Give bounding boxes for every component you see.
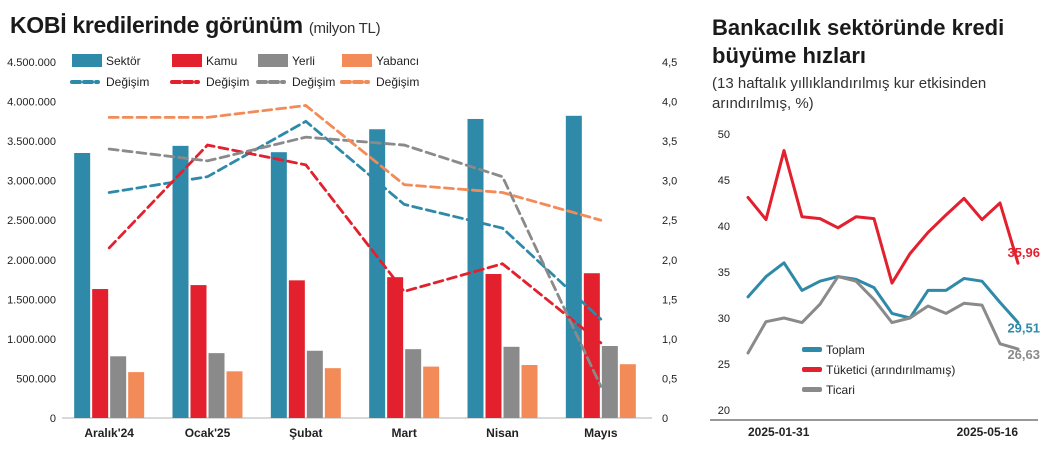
x-axis-date-label: 2025-01-31 (748, 425, 810, 439)
y-tick-label: 35 (718, 267, 730, 279)
x-axis-date-label: 2025-05-16 (957, 425, 1019, 439)
x-category-label: Şubat (289, 426, 322, 440)
y2-tick-label: 0,5 (662, 373, 677, 385)
y2-tick-label: 2,0 (662, 255, 677, 267)
bar-sektör (467, 118, 484, 419)
bar-kamu (288, 280, 305, 418)
bar-yerli (601, 346, 618, 418)
bar-kamu (92, 289, 109, 418)
change-line-2 (107, 135, 603, 388)
y2-tick-label: 3,5 (662, 136, 677, 148)
bar-sektör (565, 115, 582, 418)
credit-growth-chart-subtitle: (13 haftalık yıllıklandırılmış kur etkis… (712, 75, 987, 112)
growth-line-0 (746, 261, 1020, 325)
legend-swatch-kamu (172, 54, 202, 67)
credit-growth-chart-panel: Bankacılık sektöründe kredi büyüme hızla… (700, 0, 1043, 452)
x-category-label: Mayıs (584, 426, 618, 440)
change-line-3 (107, 104, 603, 222)
legend-swatch (802, 367, 822, 372)
legend-label: Değişim (106, 75, 149, 89)
y-tick-label: 0 (50, 413, 56, 425)
x-category-label: Mart (391, 426, 416, 440)
legend-label: Ticari (826, 383, 855, 397)
y-tick-label: 25 (718, 359, 730, 371)
change-line-0 (107, 119, 603, 321)
y2-tick-label: 4,5 (662, 57, 677, 69)
legend-label: Toplam (826, 343, 865, 357)
y2-tick-label: 1,0 (662, 334, 677, 346)
bar-yabancı (619, 364, 636, 418)
change-line-1 (107, 143, 603, 345)
kobi-chart-panel: KOBİ kredilerinde görünüm (milyon TL) 0 50… (7, 12, 677, 440)
credit-growth-chart: 20 25 30 35 40 45 50 29,51 35,96 26,63 Toplam Tüket… (710, 129, 1040, 439)
end-value-label: 35,96 (1007, 245, 1040, 260)
kobi-chart-unit: (milyon TL) (308, 20, 381, 37)
legend-swatch-yerli (258, 54, 288, 67)
legend-swatch (802, 387, 822, 392)
y-tick-label: 50 (718, 129, 730, 141)
y-tick-label: 30 (718, 313, 730, 325)
bar-kamu (190, 285, 207, 418)
y-tick-label: 2.500.000 (7, 215, 56, 227)
y-tick-label: 40 (718, 221, 730, 233)
bar-kamu (387, 277, 404, 418)
legend-label: Değişim (292, 75, 335, 89)
bar-yabancı (521, 364, 538, 418)
x-category-label: Ocak'25 (185, 426, 231, 440)
x-category-label: Aralık'24 (84, 426, 134, 440)
kobi-chart-title: KOBİ kredilerinde görünüm (milyon TL) (10, 12, 381, 38)
legend-swatch-yabancı (342, 54, 372, 67)
y-tick-label: 45 (718, 175, 730, 187)
y-tick-label: 2.000.000 (7, 255, 56, 267)
legend-label: Yabancı (376, 54, 419, 68)
kobi-chart: 0 500.000 1.000.000 1.500.000 2.000.000 2.500… (7, 54, 677, 440)
y-tick-label: 500.000 (16, 373, 56, 385)
y2-tick-label: 3,0 (662, 176, 677, 188)
y-tick-label: 3.000.000 (7, 176, 56, 188)
bar-yerli (405, 349, 422, 418)
bar-sektör (270, 152, 287, 419)
bar-yerli (306, 350, 323, 418)
x-category-label: Nisan (486, 426, 519, 440)
y2-tick-label: 1,5 (662, 294, 677, 306)
y2-tick-label: 4,0 (662, 97, 677, 109)
bar-sektör (74, 152, 91, 418)
legend-label: Sektör (106, 54, 141, 68)
bar-kamu (485, 274, 502, 418)
bar-yerli (208, 353, 225, 418)
y-tick-label: 1.000.000 (7, 334, 56, 346)
end-value-label: 26,63 (1007, 347, 1040, 362)
legend-label: Değişim (376, 75, 419, 89)
y-tick-label: 4.000.000 (7, 97, 56, 109)
bar-yerli (110, 356, 127, 418)
end-value-label: 29,51 (1007, 321, 1040, 336)
legend-swatch (802, 347, 822, 352)
y-tick-label: 20 (718, 405, 730, 417)
growth-line-2 (746, 275, 1020, 355)
bar-yabancı (128, 372, 145, 418)
legend-swatch-sektör (72, 54, 102, 67)
y2-tick-label: 2,5 (662, 215, 677, 227)
y2-tick-label: 0 (662, 413, 668, 425)
bar-yerli (503, 346, 520, 418)
legend-label: Kamu (206, 54, 237, 68)
bar-yabancı (324, 368, 341, 418)
bar-sektör (172, 145, 189, 418)
growth-line-1 (746, 149, 1020, 285)
legend-label: Yerli (292, 54, 315, 68)
bar-yabancı (226, 371, 243, 418)
credit-growth-chart-title: Bankacılık sektöründe kredi büyüme hızla… (712, 15, 1005, 68)
y-tick-label: 4.500.000 (7, 57, 56, 69)
bar-yabancı (423, 366, 440, 418)
legend-label: Değişim (206, 75, 249, 89)
y-tick-label: 1.500.000 (7, 294, 56, 306)
bar-sektör (369, 129, 386, 418)
y-tick-label: 3.500.000 (7, 136, 56, 148)
bar-kamu (583, 273, 600, 418)
legend-label: Tüketici (arındırılmamış) (826, 363, 955, 377)
